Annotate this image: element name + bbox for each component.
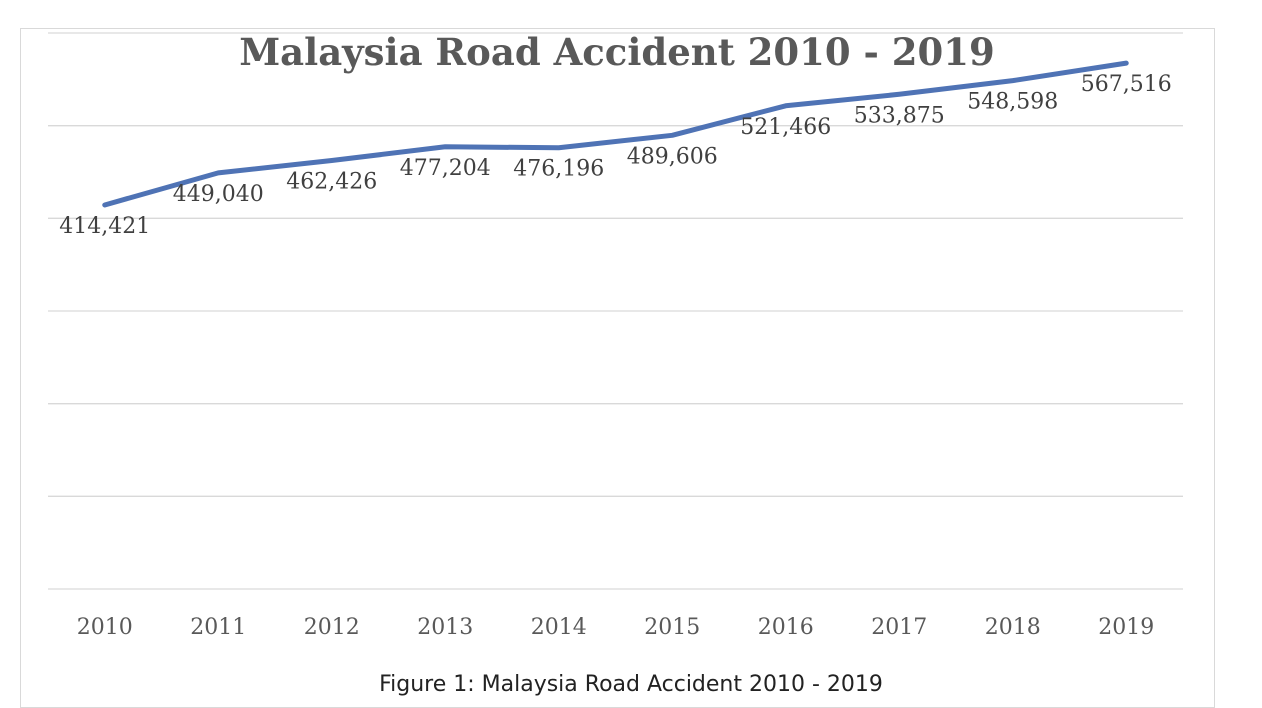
data-labels: 414,421 449,040 462,426 477,204 476,196 489,6…	[59, 72, 1171, 239]
x-tick-label: 2018	[985, 615, 1041, 640]
x-tick-label: 2016	[758, 615, 814, 640]
grid-lines	[48, 32, 1183, 590]
chart-plot-area: 414,421 449,040 462,426 477,204 476,196 489,6…	[48, 32, 1183, 640]
data-label: 476,196	[513, 157, 604, 182]
data-label: 462,426	[286, 169, 377, 194]
series-line	[102, 60, 1129, 208]
x-tick-label: 2010	[77, 615, 133, 640]
data-label: 477,204	[400, 156, 491, 181]
series-group	[102, 60, 1129, 208]
data-label: 567,516	[1081, 72, 1172, 97]
data-label: 548,598	[967, 90, 1058, 115]
x-tick-label: 2019	[1098, 615, 1154, 640]
x-tick-label: 2012	[304, 615, 360, 640]
x-tick-label: 2011	[190, 615, 246, 640]
data-label: 489,606	[627, 144, 718, 169]
chart-title: Malaysia Road Accident 2010 - 2019	[239, 30, 995, 74]
x-tick-label: 2017	[871, 615, 927, 640]
x-tick-label: 2014	[531, 615, 587, 640]
data-label: 414,421	[59, 214, 150, 239]
figure-caption: Figure 1: Malaysia Road Accident 2010 - …	[379, 672, 883, 697]
data-label: 521,466	[740, 115, 831, 140]
x-tick-label: 2015	[644, 615, 700, 640]
data-label: 449,040	[173, 182, 264, 207]
data-label: 533,875	[854, 103, 945, 128]
x-axis-ticks: 2010 2011 2012 2013 2014 2015 2016 2017 2018 2019	[77, 615, 1155, 640]
x-tick-label: 2013	[417, 615, 473, 640]
